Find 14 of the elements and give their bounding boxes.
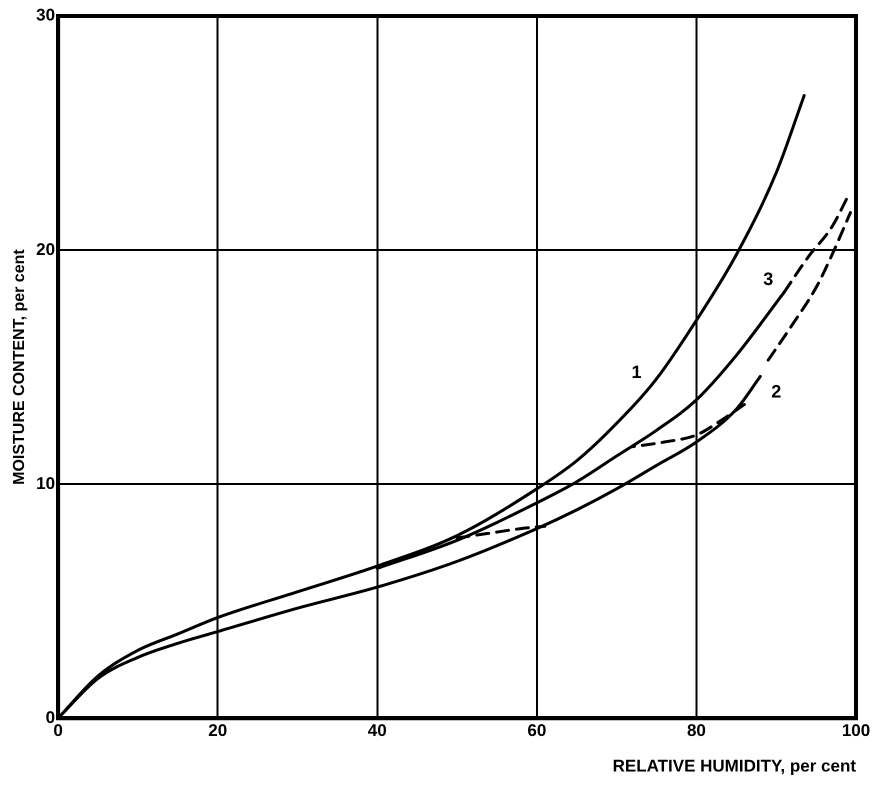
y-tick-label: 20 (36, 240, 56, 259)
y-axis-title: MOISTURE CONTENT, per cent (11, 248, 28, 485)
series-label: 1 (632, 362, 642, 382)
y-tick-label: 0 (46, 708, 56, 727)
x-axis-title: RELATIVE HUMIDITY, per cent (612, 756, 856, 776)
x-tick-label: 40 (368, 721, 387, 740)
series-label: 3 (763, 269, 774, 290)
series-label: 2 (771, 381, 782, 402)
y-tick-label: 10 (36, 474, 56, 493)
y-tick-label: 30 (36, 6, 56, 25)
x-tick-label: 20 (208, 721, 228, 740)
x-tick-label: 100 (842, 721, 870, 740)
x-tick-label: 80 (686, 721, 706, 740)
x-tick-label: 60 (527, 721, 546, 740)
